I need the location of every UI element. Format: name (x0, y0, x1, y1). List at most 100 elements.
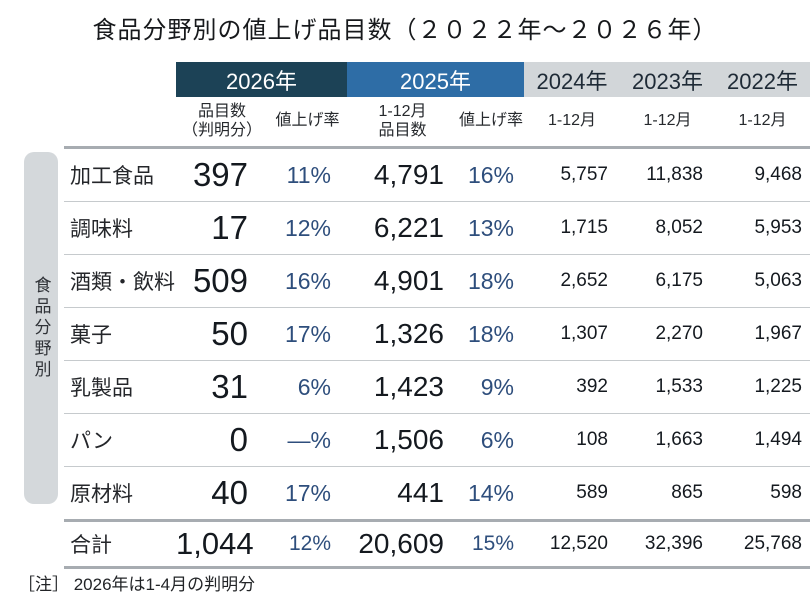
total-label: 合計 (70, 534, 112, 557)
sub-header-row: 品目数 （判明分） 値上げ率 1-12月 品目数 値上げ率 1-12月 1-12… (64, 97, 810, 146)
page-title: 食品分野別の値上げ品目数（２０２２年～２０２６年） (92, 17, 718, 44)
sub-header-months-2024: 1-12月 (524, 97, 620, 146)
count-2024-cell: 2,652 (560, 270, 608, 291)
count-2022-cell: 9,468 (754, 164, 802, 185)
count-2024-cell: 5,757 (560, 164, 608, 185)
footnote: ［注］ 2026年は1-4月の判明分 (18, 575, 256, 594)
rate-2026-cell: 17% (284, 320, 331, 347)
count-2026-cell: 50 (211, 315, 248, 352)
count-2025-cell: 441 (397, 477, 444, 508)
total-rate-2026: 12% (288, 532, 331, 555)
count-2024-cell: 589 (576, 482, 608, 503)
year-band-previous: 2024年 2023年 2022年 (524, 62, 810, 97)
count-2025-cell: 6,221 (373, 212, 444, 243)
sub-header-months-2023: 1-12月 (620, 97, 715, 146)
table-row-total: 合計 1,044 12% 20,609 15% 12,520 32,396 25… (64, 519, 810, 569)
table-row-dairy: 乳製品 31 6% 1,423 9% 392 1,533 1,225 (64, 361, 810, 414)
rate-2025-cell: 18% (467, 267, 514, 294)
total-count-2026: 1,044 (176, 526, 254, 561)
sub-header-count-2026-line1: 品目数 (197, 103, 246, 121)
total-rate-2025: 15% (471, 532, 514, 555)
category-cell: 菓子 (70, 324, 112, 347)
sub-header-months-2022-label: 1-12月 (738, 112, 787, 130)
count-2022-cell: 598 (770, 482, 802, 503)
rate-2025-cell: 6% (480, 426, 514, 453)
year-band-2025: 2025年 (347, 62, 524, 97)
year-band-2026: 2026年 (176, 62, 347, 97)
count-2023-cell: 1,663 (655, 429, 703, 450)
count-2022-cell: 5,063 (754, 270, 802, 291)
count-2023-cell: 1,533 (655, 376, 703, 397)
category-cell: 加工食品 (70, 165, 154, 188)
table-row-sweets: 菓子 50 17% 1,326 18% 1,307 2,270 1,967 (64, 308, 810, 361)
sub-header-rate-2025: 値上げ率 (458, 97, 524, 146)
sub-header-empty (64, 97, 176, 146)
count-2024-cell: 392 (576, 376, 608, 397)
rate-2025-cell: 14% (467, 479, 514, 506)
rate-2026-cell: 17% (284, 479, 331, 506)
count-2025-cell: 1,423 (373, 371, 444, 402)
sub-header-count-2026-line2: （判明分） (181, 121, 262, 139)
rate-2026-cell: 12% (284, 214, 331, 241)
sub-header-months-2023-label: 1-12月 (643, 112, 692, 130)
year-label-2022: 2022年 (727, 68, 798, 94)
table-row-processed-food: 加工食品 397 11% 4,791 16% 5,757 11,838 9,46… (64, 149, 810, 202)
count-2024-cell: 108 (576, 429, 608, 450)
count-2026-cell: 397 (192, 156, 248, 193)
count-2023-cell: 865 (671, 482, 703, 503)
rate-2026-cell: 16% (284, 267, 331, 294)
count-2023-cell: 2,270 (655, 323, 703, 344)
sub-header-count-2025-line2: 品目数 (378, 121, 427, 139)
count-2023-cell: 6,175 (655, 270, 703, 291)
rate-2025-cell: 16% (467, 161, 514, 188)
sub-header-count-2026: 品目数 （判明分） (176, 97, 268, 146)
sub-header-rate-2026: 値上げ率 (268, 97, 347, 146)
sub-header-months-2024-label: 1-12月 (547, 112, 597, 130)
table-row-seasoning: 調味料 17 12% 6,221 13% 1,715 8,052 5,953 (64, 202, 810, 255)
category-cell: 乳製品 (70, 377, 133, 400)
rate-2025-cell: 9% (480, 373, 514, 400)
total-count-2023: 32,396 (644, 533, 703, 554)
count-2023-cell: 8,052 (655, 217, 703, 238)
rate-2026-cell: 6% (297, 373, 331, 400)
count-2022-cell: 1,225 (754, 376, 802, 397)
rate-2025-cell: 18% (467, 320, 514, 347)
sub-header-rate-2026-label: 値上げ率 (275, 112, 340, 130)
category-cell: 調味料 (70, 218, 133, 241)
count-2022-cell: 1,967 (754, 323, 802, 344)
rate-2026-cell: 11% (286, 161, 331, 188)
count-2026-cell: 17 (211, 209, 248, 246)
rate-2025-cell: 13% (467, 214, 514, 241)
year-band-row: 2026年 2025年 2024年 2023年 2022年 (64, 62, 810, 97)
row-axis-label: 食品分野別 (31, 275, 51, 381)
count-2026-cell: 0 (229, 421, 248, 458)
count-2023-cell: 11,838 (646, 164, 703, 185)
category-cell: 酒類・飲料 (70, 271, 175, 294)
category-cell: 原材料 (70, 483, 133, 506)
year-label-2024: 2024年 (536, 68, 608, 94)
table-body: 加工食品 397 11% 4,791 16% 5,757 11,838 9,46… (64, 146, 810, 519)
count-2025-cell: 4,791 (373, 159, 444, 190)
count-2022-cell: 5,953 (754, 217, 802, 238)
count-2025-cell: 4,901 (373, 265, 444, 296)
table-row-raw-materials: 原材料 40 17% 441 14% 589 865 598 (64, 467, 810, 519)
count-2024-cell: 1,307 (560, 323, 608, 344)
year-label-2023: 2023年 (632, 68, 703, 94)
total-count-2025: 20,609 (358, 528, 444, 559)
rate-2026-cell: —% (287, 426, 331, 453)
table-row-alcohol-beverages: 酒類・飲料 509 16% 4,901 18% 2,652 6,175 5,06… (64, 255, 810, 308)
count-2026-cell: 509 (192, 262, 248, 299)
count-2025-cell: 1,506 (373, 424, 444, 455)
sub-header-count-2025-line1: 1-12月 (378, 103, 427, 121)
count-2022-cell: 1,494 (754, 429, 802, 450)
count-2026-cell: 31 (211, 368, 248, 405)
count-2024-cell: 1,715 (560, 217, 608, 238)
total-count-2022: 25,768 (743, 533, 802, 554)
category-cell: パン (70, 430, 114, 453)
price-increase-table: 2026年 2025年 2024年 2023年 2022年 品目数 （判明分） … (64, 62, 810, 569)
row-axis-label-panel: 食品分野別 (24, 152, 58, 504)
count-2026-cell: 40 (211, 474, 248, 511)
count-2025-cell: 1,326 (373, 318, 444, 349)
sub-header-rate-2025-label: 値上げ率 (458, 112, 523, 130)
total-count-2024: 12,520 (549, 533, 608, 554)
